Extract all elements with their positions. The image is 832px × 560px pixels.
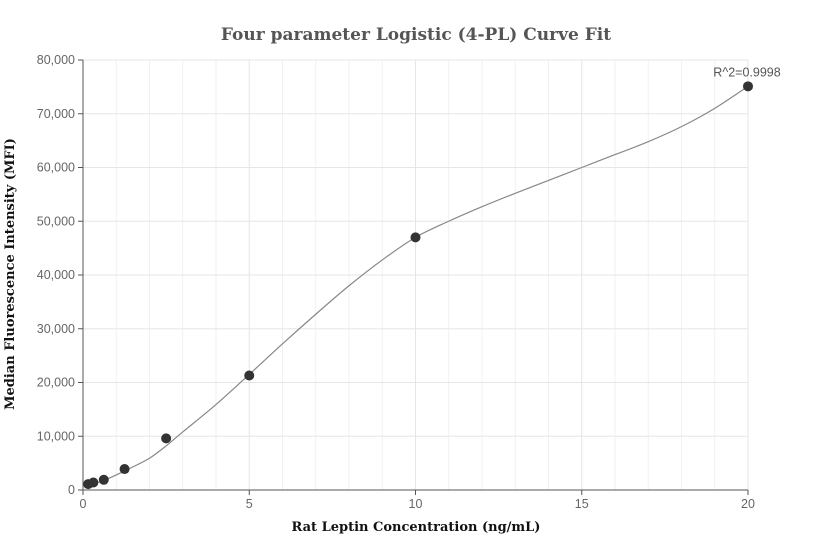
- y-tick-label: 40,000: [37, 268, 75, 282]
- y-axis-title: Median Fluorescence Intensity (MFI): [3, 138, 18, 410]
- y-tick-label: 20,000: [37, 376, 75, 390]
- data-points: [83, 81, 753, 490]
- x-tick-label: 0: [80, 497, 87, 511]
- y-tick-label: 10,000: [37, 429, 75, 443]
- r-squared-annotation: R^2=0.9998: [713, 65, 780, 79]
- y-tick-label: 80,000: [37, 53, 75, 67]
- major-gridlines: [83, 59, 749, 490]
- data-point[interactable]: [743, 81, 753, 92]
- chart-title: Four parameter Logistic (4-PL) Curve Fit: [221, 25, 611, 45]
- x-axis-ticks: 0 5 10 15 20: [80, 490, 755, 511]
- y-tick-label: 70,000: [37, 107, 75, 121]
- y-tick-label: 60,000: [37, 161, 75, 175]
- data-point[interactable]: [98, 474, 109, 485]
- fit-curve-line: [86, 85, 749, 486]
- data-point[interactable]: [161, 433, 172, 444]
- x-tick-label: 10: [409, 497, 423, 511]
- data-point[interactable]: [88, 477, 99, 488]
- data-point[interactable]: [410, 232, 421, 243]
- data-point[interactable]: [244, 370, 255, 381]
- data-point[interactable]: [119, 464, 130, 475]
- x-tick-label: 15: [575, 497, 589, 511]
- y-tick-label: 30,000: [37, 322, 75, 336]
- y-axis-ticks: 0 10,000 20,000 30,000 40,000 50,000 60,000 70,…: [37, 53, 83, 497]
- x-tick-label: 20: [741, 497, 755, 511]
- x-axis-title: Rat Leptin Concentration (ng/mL): [292, 520, 541, 535]
- y-tick-label: 50,000: [37, 214, 75, 228]
- y-tick-label: 0: [68, 483, 75, 497]
- x-tick-label: 5: [246, 497, 253, 511]
